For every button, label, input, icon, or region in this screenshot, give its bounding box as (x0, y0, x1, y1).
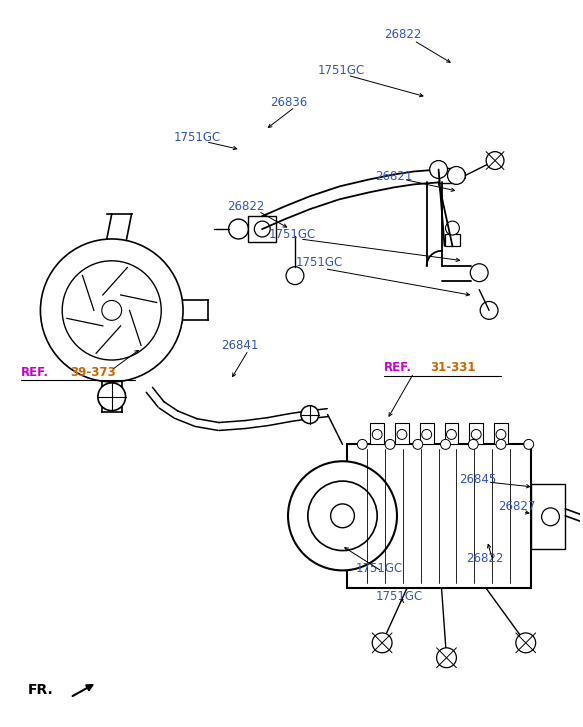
Circle shape (486, 152, 504, 169)
Circle shape (357, 439, 367, 449)
Circle shape (397, 430, 407, 439)
Circle shape (448, 166, 465, 185)
Bar (248, 216, 276, 242)
Bar (494, 422, 508, 444)
Circle shape (372, 430, 382, 439)
Circle shape (470, 264, 488, 281)
Circle shape (229, 219, 248, 239)
Circle shape (372, 633, 392, 653)
Circle shape (331, 504, 354, 528)
Text: 26827: 26827 (498, 500, 535, 513)
Circle shape (288, 461, 397, 571)
Circle shape (516, 633, 536, 653)
Circle shape (441, 439, 451, 449)
Circle shape (254, 221, 270, 237)
Circle shape (437, 648, 456, 667)
Bar (444, 422, 458, 444)
Circle shape (430, 161, 448, 178)
Text: 1751GC: 1751GC (174, 132, 222, 144)
Circle shape (542, 508, 560, 526)
Circle shape (98, 383, 125, 411)
Circle shape (496, 430, 506, 439)
Text: 26822: 26822 (384, 28, 422, 41)
Text: 31-331: 31-331 (431, 361, 476, 374)
Bar (420, 422, 434, 444)
Text: 26821: 26821 (375, 170, 413, 183)
Circle shape (40, 239, 183, 382)
Circle shape (496, 439, 506, 449)
Text: 1751GC: 1751GC (268, 228, 315, 241)
Circle shape (62, 261, 161, 360)
Text: 26845: 26845 (459, 473, 497, 486)
Bar (444, 234, 461, 246)
Text: 26841: 26841 (221, 339, 258, 352)
Text: REF.: REF. (384, 361, 412, 374)
Text: REF.: REF. (20, 366, 48, 379)
Bar (347, 444, 531, 588)
Bar (438, 167, 456, 183)
Text: 26836: 26836 (270, 95, 307, 108)
Circle shape (445, 221, 459, 235)
Text: 39-373: 39-373 (70, 366, 116, 379)
Circle shape (301, 406, 319, 424)
Bar (395, 422, 409, 444)
Text: 1751GC: 1751GC (356, 562, 403, 575)
Text: 26822: 26822 (466, 552, 504, 565)
Text: FR.: FR. (27, 683, 53, 697)
Text: 1751GC: 1751GC (296, 257, 343, 269)
Circle shape (480, 302, 498, 319)
Bar (531, 484, 566, 549)
Text: 1751GC: 1751GC (318, 64, 365, 77)
Text: 26822: 26822 (227, 200, 265, 213)
Circle shape (385, 439, 395, 449)
Circle shape (308, 481, 377, 550)
Circle shape (102, 300, 122, 321)
Circle shape (468, 439, 478, 449)
Text: 1751GC: 1751GC (375, 590, 423, 603)
Circle shape (422, 430, 431, 439)
Circle shape (286, 267, 304, 284)
Circle shape (524, 439, 533, 449)
Circle shape (447, 430, 456, 439)
Bar (370, 422, 384, 444)
Circle shape (413, 439, 423, 449)
Bar (469, 422, 483, 444)
Circle shape (471, 430, 481, 439)
